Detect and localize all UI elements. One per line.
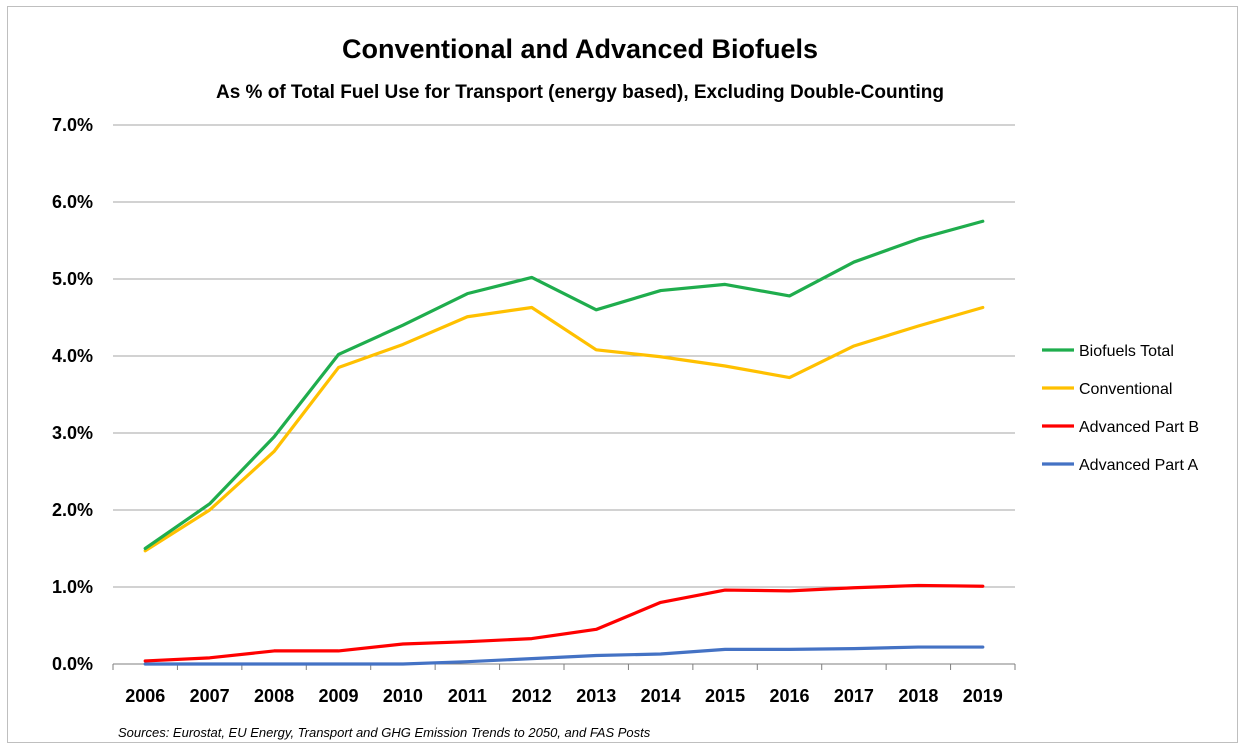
- x-tick-label: 2019: [963, 686, 1003, 706]
- series-line-conventional: [143, 305, 985, 553]
- series-lines: [143, 219, 985, 666]
- y-tick-label: 4.0%: [52, 346, 93, 366]
- chart-frame: [7, 6, 1238, 743]
- x-tick-label: 2014: [641, 686, 681, 706]
- y-tick-label: 2.0%: [52, 500, 93, 520]
- legend-label-biofuels-total: Biofuels Total: [1079, 343, 1174, 360]
- x-tick-label: 2015: [705, 686, 745, 706]
- x-tick-label: 2011: [448, 686, 487, 706]
- y-tick-label: 7.0%: [52, 115, 93, 135]
- x-tick-label: 2008: [254, 686, 294, 706]
- x-tick-label: 2009: [318, 686, 358, 706]
- legend-label-advanced-part-a: Advanced Part A: [1079, 457, 1199, 474]
- series-line-advanced-part-b: [143, 583, 985, 663]
- source-note: Sources: Eurostat, EU Energy, Transport …: [118, 725, 651, 740]
- x-axis-ticks: 2006 2007 2008 2009 2010 2011 2012 2013 2014 2015…: [125, 686, 1003, 706]
- y-axis-ticks: 0.0% 1.0% 2.0% 3.0% 4.0% 5.0% 6.0% 7.0%: [52, 115, 93, 674]
- x-tick-label: 2012: [512, 686, 552, 706]
- y-tick-label: 0.0%: [52, 654, 93, 674]
- x-tick-label: 2007: [190, 686, 230, 706]
- x-tick-label: 2013: [576, 686, 616, 706]
- x-tick-label: 2018: [898, 686, 938, 706]
- gridlines: [113, 124, 1015, 588]
- legend: Biofuels Total Conventional Advanced Part …: [1042, 343, 1199, 474]
- x-tick-label: 2006: [125, 686, 165, 706]
- x-tick-label: 2010: [383, 686, 423, 706]
- x-tick-label: 2017: [834, 686, 874, 706]
- series-line-advanced-part-a: [143, 645, 985, 666]
- series-line-biofuels-total: [143, 219, 985, 551]
- y-tick-label: 6.0%: [52, 192, 93, 212]
- x-tick-label: 2016: [769, 686, 809, 706]
- y-tick-label: 5.0%: [52, 269, 93, 289]
- legend-label-conventional: Conventional: [1079, 381, 1172, 398]
- legend-label-advanced-part-b: Advanced Part B: [1079, 419, 1199, 436]
- chart-title: Conventional and Advanced Biofuels: [342, 34, 818, 64]
- y-tick-label: 1.0%: [52, 577, 93, 597]
- chart-subtitle: As % of Total Fuel Use for Transport (en…: [216, 82, 944, 103]
- y-tick-label: 3.0%: [52, 423, 93, 443]
